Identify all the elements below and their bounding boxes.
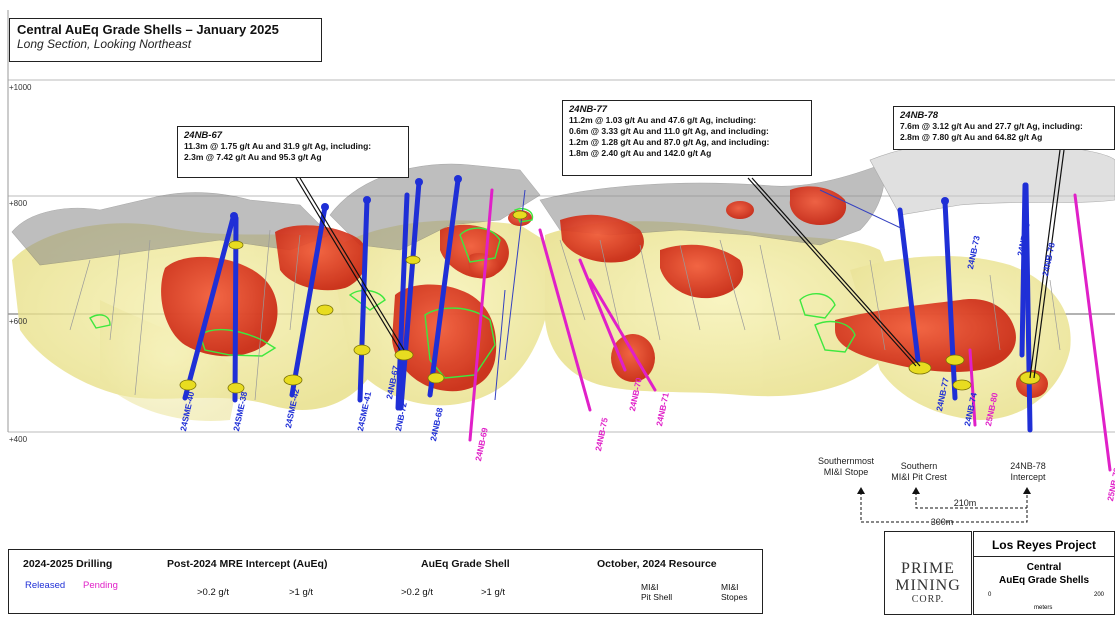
legend-pit-label: MI&I Pit Shell [641,582,672,602]
stope-marker-label: Southernmost MI&I Stope [808,456,884,478]
released-drillholes [182,177,1033,433]
drillhole-24nb-78 [1023,182,1033,433]
project-name: Los Reyes Project [991,538,1097,552]
drillhole-24nb-67 [395,192,410,411]
callout-line: 0.6m @ 3.33 g/t Au and 11.0 g/t Ag, and … [569,126,769,136]
legend-shell-heading: AuEq Grade Shell [421,558,510,570]
callout-id: 24NB-78 [900,110,939,121]
logo-line2: MINING [895,577,961,594]
page-subtitle: Long Section, Looking Northeast [17,37,192,51]
drillhole-24nb-68 [427,177,461,398]
distance-label-300: 300m [930,517,954,527]
callout-line: 1.8m @ 2.40 g/t Au and 142.0 g/t Ag [569,148,712,158]
callout-id: 24NB-77 [569,104,608,115]
historic-drill-traces [69,229,1061,401]
legend: 2024-2025 Drilling Released Pending Post… [8,549,763,614]
legend-drilling-heading: 2024-2025 Drilling [23,558,113,570]
distance-label-210: 210m [953,498,977,508]
legend-resource-heading: October, 2024 Resource [597,558,717,570]
callout-id: 24NB-67 [184,130,223,141]
callout-line: 11.2m @ 1.03 g/t Au and 47.6 g/t Ag, inc… [569,115,757,125]
drillhole-24sme-42 [289,204,328,398]
callout-24nb-67: 24NB-67 11.3m @ 1.75 g/t Au and 31.9 g/t… [177,126,409,178]
elevation-label-upper: +800 [9,199,28,208]
drillhole-24sme-41 [357,197,370,403]
legend-shell-high-label: >1 g/t [481,587,506,598]
project-sub1: Central [1026,562,1062,573]
pit-label-line2: MI&I Pit Crest [891,472,947,482]
legend-intercept-low-label: >0.2 g/t [197,587,229,598]
callout-line: 2.3m @ 7.42 g/t Au and 95.3 g/t Ag [184,152,322,162]
legend-released-label: Released [25,580,66,591]
legend-intercept-high-label: >1 g/t [289,587,314,598]
callout-leaders [295,149,1065,379]
project-sub2: AuEq Grade Shells [998,575,1090,586]
project-info-box: Los Reyes Project Central AuEq Grade She… [973,531,1115,615]
drillhole-24nb-71 [588,278,657,392]
intercept-marker-label: 24NB-78 Intercept [998,461,1058,483]
callout-line: 2.8m @ 7.80 g/t Au and 64.82 g/t Ag [900,132,1043,142]
logo-line3: CORP. [911,594,945,605]
released-collars [230,175,949,220]
drillhole-2nb-72 [398,179,422,411]
drillhole-25nb-79 [1073,193,1112,472]
drillhole-24nb-75 [538,228,592,412]
intercept-label-line2: Intercept [1010,472,1046,482]
drillhole-24nb-69 [468,188,494,442]
pit-label-line1: Southern [900,461,938,471]
callout-line: 11.3m @ 1.75 g/t Au and 31.9 g/t Ag, inc… [184,141,372,151]
pending-drillholes [468,188,1112,472]
elevation-label-middle: +600 [9,317,28,326]
legend-intercept-heading: Post-2024 MRE Intercept (AuEq) [167,558,328,570]
stope-label-line2: MI&I Stope [823,467,869,477]
callout-line: 1.2m @ 1.28 g/t Au and 87.0 g/t Ag, and … [569,137,770,147]
scale-unit: meters [1034,605,1053,611]
distance-markers [860,492,1028,523]
drillhole-24nb-77 [942,199,958,401]
elevation-label-lower: +400 [9,435,28,444]
drillhole-25nb-80 [968,348,977,427]
legend-pending-label: Pending [83,580,118,591]
elevation-label-top: +1000 [9,83,32,92]
intercept-label-line1: 24NB-78 [1010,461,1046,471]
legend-stopes-label: MI&I Stopes [721,582,747,602]
callout-24nb-77: 24NB-77 11.2m @ 1.03 g/t Au and 47.6 g/t… [562,100,812,176]
scale-max: 200 [1094,592,1105,598]
pit-marker-label: Southern MI&I Pit Crest [884,461,954,483]
legend-stopes-line2: Stopes [721,592,748,602]
distance-arrowheads [857,487,1031,494]
page-title: Central AuEq Grade Shells – January 2025 [17,22,279,37]
drillhole-24sme-40 [182,215,236,401]
company-logo: PRIME MINING CORP. [884,531,972,615]
drillhole-24nb-73 [897,207,921,363]
drillhole-24nb-70 [578,258,627,372]
callout-line: 7.6m @ 3.12 g/t Au and 27.7 g/t Ag, incl… [900,121,1083,131]
legend-shell-low-label: >0.2 g/t [401,587,433,598]
stope-label-line1: Southernmost [817,456,875,466]
callout-24nb-78: 24NB-78 7.6m @ 3.12 g/t Au and 27.7 g/t … [893,106,1115,150]
title-box: Central AuEq Grade Shells – January 2025… [9,18,322,62]
legend-pit-line2: Pit Shell [641,592,673,602]
logo-line1: PRIME [901,560,955,577]
legend-pit-line1: MI&I [641,582,659,592]
scale-min: 0 [988,592,992,598]
legend-stopes-line1: MI&I [721,582,739,592]
